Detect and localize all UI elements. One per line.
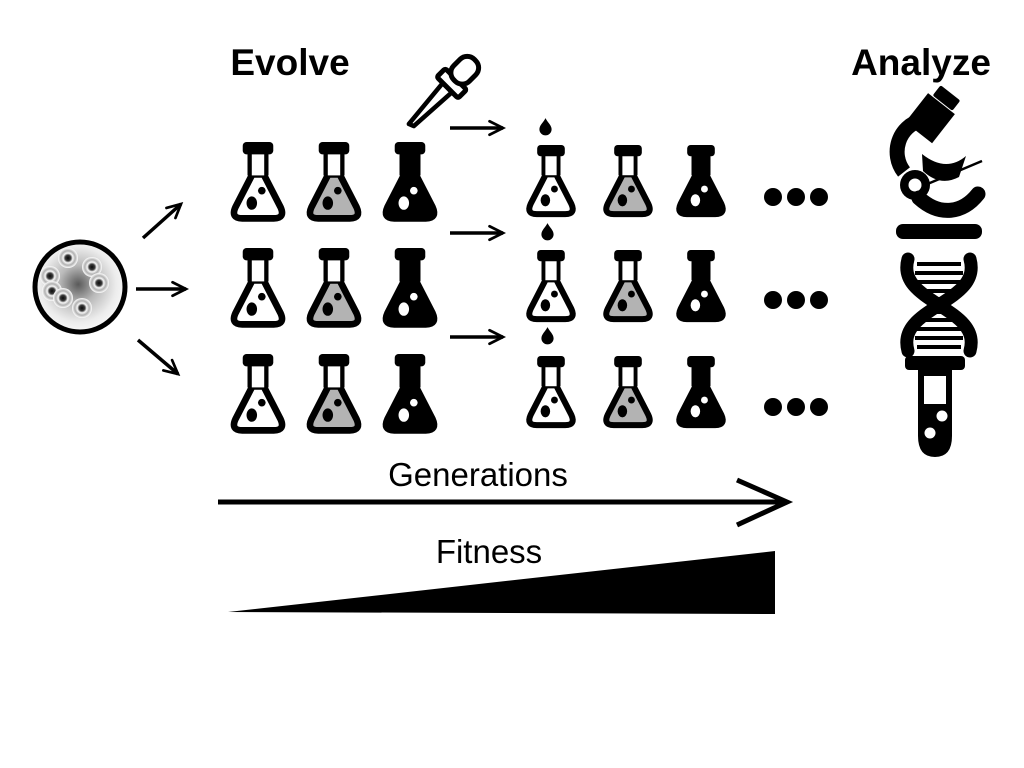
pipette-icon [406,53,482,129]
droplet-icon [541,327,554,345]
flask-icon-dark [679,145,722,214]
generations-arrow [218,477,794,528]
divergence-arrow-top [141,204,181,240]
flask-icon-gray [606,250,649,319]
microscope-icon [889,85,986,239]
ellipsis-icon [764,291,828,309]
flask-icon-dark [679,356,722,425]
flask-icon-light [529,356,572,425]
ellipsis-layer [764,188,828,416]
flask-icon-gray [310,142,358,218]
cell-colonies [40,248,109,318]
flask-icon-light [529,145,572,214]
flask-icon-dark [386,142,434,218]
ellipsis-icon [764,188,828,206]
ellipsis-icon [764,398,828,416]
flask-icon-light [234,354,282,430]
flask-icon-gray [606,356,649,425]
flask-icon-dark [679,250,722,319]
flask-icon-light [234,142,282,218]
flask-icon-dark [386,354,434,430]
flask-icon-light [234,248,282,324]
flask-icon-dark [386,248,434,324]
flasks-layer [234,142,723,430]
analyze-title: Analyze [851,42,991,83]
fitness-label: Fitness [435,533,543,570]
fitness-wedge [228,551,775,614]
flask-icon-light [529,250,572,319]
divergence-arrows [136,204,186,374]
droplet-icon [541,223,554,241]
generations-label: Generations [388,456,568,493]
petri-dish-icon [32,239,128,335]
droplet-icon [539,118,552,136]
dna-icon [900,252,978,358]
transfer-arrows [450,128,503,337]
test-tube-icon [905,356,965,457]
flask-icon-gray [606,145,649,214]
evolve-title: Evolve [230,42,350,83]
flask-icon-gray [310,248,358,324]
flask-icon-gray [310,354,358,430]
divergence-arrow-bottom [136,338,178,374]
